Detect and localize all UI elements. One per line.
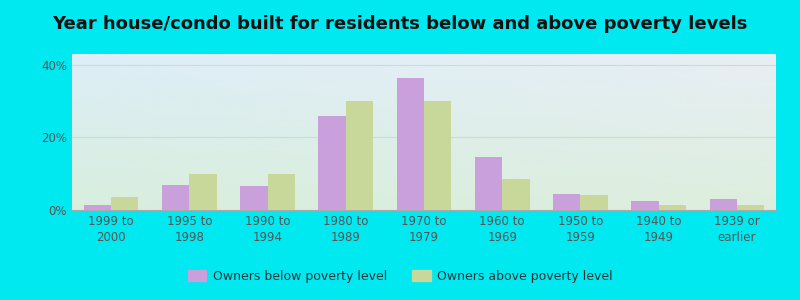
Bar [737,205,764,210]
Bar [553,194,581,210]
Bar [658,205,686,210]
Bar [111,197,138,210]
Text: Year house/condo built for residents below and above poverty levels: Year house/condo built for residents bel… [52,15,748,33]
Bar [318,116,346,210]
Legend: Owners below poverty level, Owners above poverty level: Owners below poverty level, Owners above… [182,265,618,288]
Bar [502,179,530,210]
Bar [190,174,217,210]
Bar [710,199,737,210]
Bar [346,101,373,210]
Bar [631,201,658,210]
Bar [240,186,267,210]
Bar [267,174,295,210]
Bar [84,205,111,210]
Bar [581,196,608,210]
Bar [424,101,451,210]
Bar [475,158,502,210]
Bar [162,184,190,210]
Bar [397,78,424,210]
